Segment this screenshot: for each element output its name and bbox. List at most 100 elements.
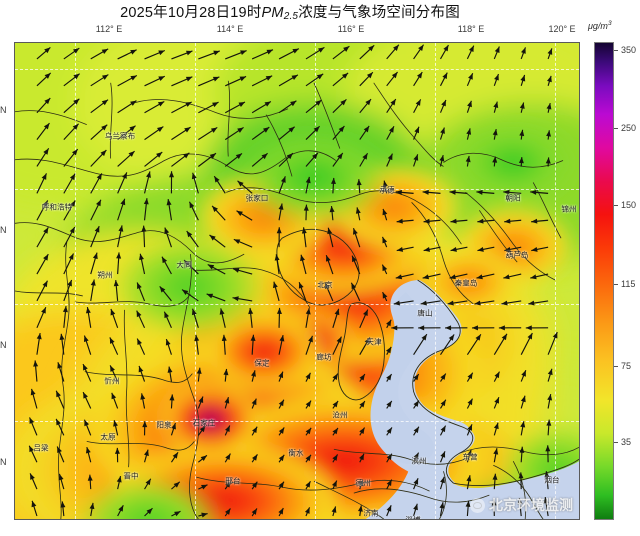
wind-barb bbox=[139, 253, 146, 275]
wind-barb bbox=[330, 177, 336, 194]
pm25-concentration-field bbox=[15, 43, 579, 519]
wind-barb bbox=[60, 501, 66, 517]
wind-barb bbox=[493, 101, 499, 113]
wind-barb bbox=[278, 126, 295, 141]
colorbar-tick-label: 150 bbox=[614, 200, 640, 210]
wind-barb bbox=[413, 44, 425, 60]
city-label: 锦州 bbox=[561, 204, 577, 214]
wind-barb bbox=[420, 300, 441, 306]
latitude-tick-label: N bbox=[0, 225, 7, 235]
wind-barb bbox=[225, 75, 247, 87]
wind-barb bbox=[395, 273, 414, 280]
wind-barb bbox=[90, 225, 100, 248]
wind-barb bbox=[251, 508, 258, 517]
wind-barb bbox=[381, 264, 388, 275]
wind-barb bbox=[90, 199, 102, 221]
grid-line-vertical bbox=[195, 43, 196, 519]
wind-barb bbox=[198, 101, 219, 114]
wind-barb bbox=[350, 282, 361, 302]
wind-barb bbox=[63, 173, 76, 194]
city-label: 邢台 bbox=[225, 476, 241, 486]
wind-barb bbox=[250, 334, 256, 355]
latitude-tick-label: N bbox=[0, 105, 7, 115]
wind-barb bbox=[224, 425, 231, 436]
wind-barb bbox=[117, 100, 137, 114]
wind-barb bbox=[413, 400, 420, 409]
wind-barb bbox=[111, 392, 119, 409]
wind-barb bbox=[504, 246, 522, 252]
wind-barb bbox=[332, 373, 339, 382]
wind-barb bbox=[305, 335, 313, 355]
latitude-tick-label: N bbox=[0, 457, 7, 467]
wind-barb bbox=[492, 156, 498, 167]
wind-barb bbox=[28, 445, 38, 463]
wind-barb bbox=[171, 76, 193, 87]
wind-barb bbox=[447, 300, 468, 306]
wind-barb bbox=[63, 226, 76, 248]
wind-barb bbox=[331, 480, 338, 490]
wind-barb bbox=[476, 189, 495, 195]
wind-barb bbox=[142, 421, 148, 436]
city-label: 忻州 bbox=[104, 376, 120, 386]
wind-barb bbox=[525, 325, 549, 331]
wind-barb bbox=[278, 427, 285, 436]
wind-barb bbox=[90, 48, 109, 60]
wind-barb bbox=[396, 218, 414, 224]
wind-barb bbox=[169, 394, 175, 409]
wind-barb bbox=[248, 307, 254, 328]
wind-barb bbox=[439, 99, 447, 113]
wind-barb bbox=[209, 234, 226, 248]
wind-barb bbox=[171, 510, 181, 517]
wind-barb bbox=[198, 512, 208, 518]
wind-barb bbox=[236, 210, 253, 221]
colorbar-tick-label: 35 bbox=[614, 437, 640, 447]
wind-barb bbox=[492, 129, 498, 140]
wind-barb bbox=[332, 45, 350, 60]
wind-barb bbox=[520, 47, 527, 60]
wind-barb bbox=[136, 282, 146, 302]
wind-barb bbox=[528, 300, 549, 306]
wind-barb bbox=[181, 289, 199, 302]
wind-barb bbox=[197, 425, 206, 436]
wind-barb bbox=[198, 126, 218, 141]
wind-barb bbox=[278, 48, 300, 60]
wind-barb bbox=[171, 101, 192, 114]
wind-barb bbox=[359, 309, 369, 329]
wind-barb bbox=[359, 152, 369, 167]
map-canvas[interactable]: 乌兰察布 呼和浩特 朔州 大同 张家口 承德 朝阳 锦州 葫芦岛 秦皇岛 北京 唐山 保定 廊坊 天津 忻州石… bbox=[14, 42, 580, 520]
wind-barb bbox=[530, 189, 549, 195]
wind-barb bbox=[520, 421, 526, 436]
wind-barb bbox=[219, 308, 226, 328]
wind-barb bbox=[224, 480, 232, 490]
wind-barb bbox=[303, 204, 309, 221]
city-label: 葫芦岛 bbox=[505, 250, 529, 260]
wind-barb bbox=[466, 333, 482, 356]
wind-barb bbox=[191, 308, 199, 328]
wind-barb bbox=[305, 308, 311, 328]
colorbar-tick-label: 350 bbox=[614, 45, 640, 55]
wind-barb bbox=[207, 263, 226, 275]
wind-barb bbox=[386, 400, 393, 409]
longitude-tick-label: 118° E bbox=[457, 24, 485, 34]
wind-barb bbox=[197, 454, 208, 463]
wind-barb bbox=[547, 394, 553, 409]
wind-barb bbox=[62, 306, 68, 328]
longitude-tick-label: 120° E bbox=[548, 24, 576, 34]
wind-barb bbox=[439, 476, 445, 490]
wind-barb bbox=[327, 227, 334, 248]
wind-barb bbox=[29, 417, 38, 436]
wind-barb bbox=[198, 484, 208, 490]
wind-barb bbox=[278, 371, 284, 382]
wind-barb bbox=[355, 207, 361, 221]
wind-barb bbox=[224, 126, 244, 141]
wind-barb bbox=[498, 325, 522, 331]
grid-line-vertical bbox=[315, 43, 316, 519]
wind-barb bbox=[161, 256, 172, 275]
wind-barb bbox=[30, 388, 38, 409]
wind-barb bbox=[278, 507, 284, 517]
wind-barb bbox=[278, 454, 285, 463]
wind-barb bbox=[85, 446, 92, 463]
wind-barb bbox=[305, 73, 324, 87]
wind-barb bbox=[476, 273, 495, 280]
wind-barb bbox=[386, 319, 392, 329]
